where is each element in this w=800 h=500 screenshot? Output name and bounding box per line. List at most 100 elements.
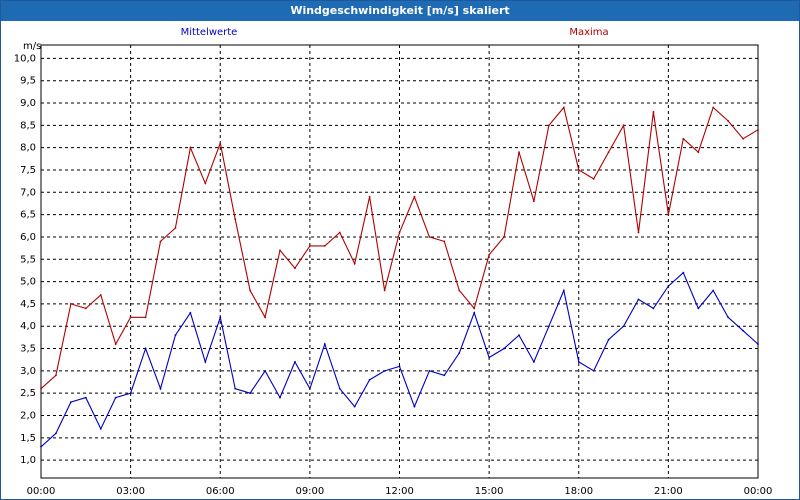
data-point [697,151,700,154]
data-point [562,106,565,109]
wind-speed-chart: Mittelwerte Maxima m/s 1,0 1,5 2,0 2,5 3,0 3,… [14,27,773,497]
data-point [547,325,550,328]
data-point [398,231,401,234]
data-point [129,392,132,395]
data-point [234,218,237,220]
data-point [562,289,565,292]
data-point [219,142,222,145]
data-point [667,213,670,216]
data-point [308,387,311,390]
data-point [55,432,57,435]
data-point [294,361,296,363]
data-point [189,146,192,149]
data-point [189,311,192,314]
data-point [338,387,341,390]
data-point [533,361,535,363]
data-point [727,316,730,319]
y-tick-label: 7,5 [20,165,36,176]
data-point [323,343,326,345]
x-tick-time: 09:00 [295,486,324,497]
data-point [159,387,162,390]
data-point [174,334,177,337]
x-tick-time: 18:00 [564,486,593,497]
data-point [607,151,610,154]
data-point [637,298,640,301]
data-point [204,361,207,363]
series-lines [40,106,759,448]
x-tick-time: 12:00 [385,486,414,497]
data-point [159,240,162,243]
data-point [443,240,446,243]
data-point [727,119,730,122]
data-point [55,374,57,377]
y-tick-label: 3,0 [20,366,36,377]
y-tick-label: 1,0 [20,455,36,466]
data-point [488,356,491,359]
data-point [308,244,311,247]
data-point [368,195,371,198]
data-point [488,253,491,256]
data-point [84,396,87,399]
data-point [84,307,87,310]
data-point [712,106,715,109]
data-point [294,267,296,270]
y-tick-label: 4,0 [20,321,36,332]
y-tick-label: 9,5 [20,76,36,87]
y-tick-label: 9,0 [20,98,36,109]
data-point [577,169,580,171]
data-point [577,361,580,363]
data-point [533,200,535,203]
data-point [518,334,520,337]
data-point [667,285,670,287]
data-point [264,369,266,372]
x-tick-time: 15:00 [475,486,504,497]
data-point [757,343,759,345]
data-point [99,427,102,430]
data-point [219,316,222,319]
data-point [622,325,625,328]
y-tick-label: 4,5 [20,299,36,310]
legend-maxima: Maxima [569,27,608,38]
grid-lines [41,45,758,478]
y-tick-label: 2,0 [20,411,36,422]
data-point [637,231,640,234]
data-point [547,124,550,127]
data-point [338,231,341,234]
data-point [652,111,655,113]
x-tick-time: 00:00 [744,486,773,497]
y-axis-unit: m/s [23,41,41,52]
y-tick-label: 5,0 [20,277,36,288]
data-point [458,289,461,292]
data-point [473,311,476,314]
y-tick-label: 3,5 [20,344,36,355]
data-point [592,178,595,180]
data-point [383,369,386,372]
data-point [353,405,356,408]
data-point [697,307,700,310]
data-point [40,445,42,448]
data-point [682,271,685,274]
window-title: Windgeschwindigkeit [m/s] skaliert [1,1,799,21]
y-tick-label: 6,0 [20,232,36,243]
data-point [249,392,252,395]
data-point [353,262,356,265]
data-point [712,289,715,292]
data-point [129,316,132,319]
y-tick-label: 1,5 [20,433,36,444]
data-point [443,374,446,377]
data-point [473,307,476,310]
data-point [503,236,505,238]
data-point [622,124,625,127]
data-point [413,195,416,198]
y-tick-label: 6,5 [20,210,36,221]
data-point [592,369,595,372]
data-point [383,289,386,292]
data-point [413,405,416,408]
data-point [323,244,326,247]
data-point [742,137,744,140]
data-point [249,289,252,292]
data-point [114,343,117,345]
x-tick-labels: 00:0013.03.2203:0013.03.2206:0013.03.220… [27,486,773,497]
x-tick-time: 21:00 [654,486,683,497]
